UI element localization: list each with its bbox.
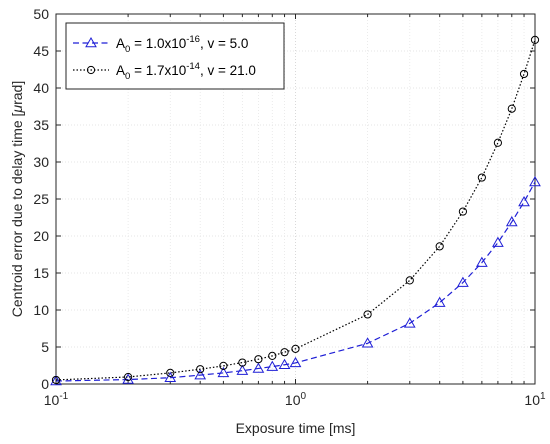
series-2-point	[507, 104, 516, 113]
series-1-point	[236, 364, 249, 375]
series-1-point	[266, 360, 279, 371]
series-1-point	[361, 337, 374, 348]
y-axis-title-prefix: Centroid error due to delay time [	[9, 112, 25, 317]
legend-label-a: A	[116, 63, 125, 78]
series-1-point	[252, 362, 265, 373]
series-1	[50, 175, 541, 386]
legend-label-tail: , v = 21.0	[200, 63, 256, 78]
legend-label-1: A0 = 1.0x10-16, v = 5.0	[116, 34, 248, 55]
series-1-line	[55, 181, 536, 382]
series-2-point	[196, 365, 205, 374]
series-2-point	[530, 35, 540, 45]
series-2-point	[219, 361, 228, 370]
series-1-point	[50, 375, 62, 386]
x-tick-label: 101	[524, 391, 546, 408]
series-1-point	[457, 276, 469, 287]
y-tick-label: 5	[41, 339, 49, 355]
series-1-point	[278, 358, 291, 370]
legend-marker-2	[86, 65, 96, 75]
series-2-point	[268, 351, 277, 360]
series-2-point	[519, 69, 529, 79]
series-1-point	[194, 369, 207, 380]
y-tick-label: 40	[33, 80, 49, 96]
legend-label-mid: = 1.7x10	[130, 63, 186, 78]
y-tick-label: 45	[33, 43, 49, 59]
legend-label-exp: -14	[186, 61, 200, 72]
legend-label-tail: , v = 5.0	[200, 36, 248, 51]
x-tick-base: 10	[44, 392, 60, 408]
y-tick-label: 10	[33, 302, 49, 318]
y-axis-title-mu: μ	[9, 105, 25, 114]
series-1-point	[122, 373, 134, 384]
series-2-point	[123, 372, 133, 382]
x-tick-base: 10	[285, 392, 301, 408]
series-1-point	[217, 366, 230, 378]
series-2-point	[166, 368, 175, 377]
x-tick-label: 10-1	[44, 391, 69, 408]
series-2-point	[435, 242, 444, 251]
legend-marker-1	[85, 36, 97, 48]
series-1-point	[289, 356, 302, 368]
series-2-point	[477, 173, 486, 182]
y-axis-title-suffix: rad]	[9, 81, 25, 105]
y-tick-label: 50	[33, 6, 49, 22]
y-tick-label: 15	[33, 265, 49, 281]
series-1-point	[403, 317, 416, 328]
series-2-point	[493, 138, 503, 147]
x-tick-exponent: 0	[301, 391, 307, 402]
series-2-point	[458, 207, 468, 216]
legend: A0 = 1.0x10-16, v = 5.0A0 = 1.7x10-14, v…	[65, 22, 285, 90]
y-axis-title: Centroid error due to delay time [μrad]	[9, 81, 25, 317]
series-2-point	[280, 348, 289, 357]
x-tick-base: 10	[524, 392, 540, 408]
series-layer	[50, 35, 541, 386]
series-1-point	[492, 236, 504, 247]
y-tick-label: 0	[41, 376, 49, 392]
y-tick-label: 25	[33, 191, 49, 207]
series-2-point	[254, 355, 263, 364]
series-1-point	[505, 215, 518, 227]
legend-label-exp: -16	[186, 34, 200, 45]
legend-label-a: A	[116, 36, 125, 51]
legend-label-a-sub: 0	[125, 44, 130, 55]
legend-label-2: A0 = 1.7x10-14, v = 21.0	[116, 61, 256, 82]
legend-label-a-sub: 0	[125, 71, 130, 82]
series-1-point	[164, 371, 177, 382]
legend-box	[65, 22, 285, 90]
series-1-point	[476, 256, 488, 267]
y-tick-label: 35	[33, 117, 49, 133]
series-2-line	[55, 39, 536, 381]
legend-label-mid: = 1.0x10	[130, 36, 186, 51]
series-2-point	[291, 344, 300, 353]
x-axis-title: Exposure time [ms]	[236, 420, 356, 436]
y-tick-label: 30	[33, 154, 49, 170]
x-tick-exponent: -1	[59, 391, 68, 402]
series-1-point	[518, 195, 530, 207]
series-1-point	[529, 175, 541, 187]
x-tick-label: 100	[285, 391, 307, 408]
y-tick-label: 20	[33, 228, 49, 244]
series-1-point	[433, 296, 446, 307]
series-2	[51, 35, 540, 385]
series-2-point	[51, 375, 61, 385]
series-2-point	[238, 358, 247, 367]
series-2-point	[363, 310, 372, 319]
x-tick-exponent: 1	[540, 391, 546, 402]
series-2-point	[405, 276, 414, 285]
